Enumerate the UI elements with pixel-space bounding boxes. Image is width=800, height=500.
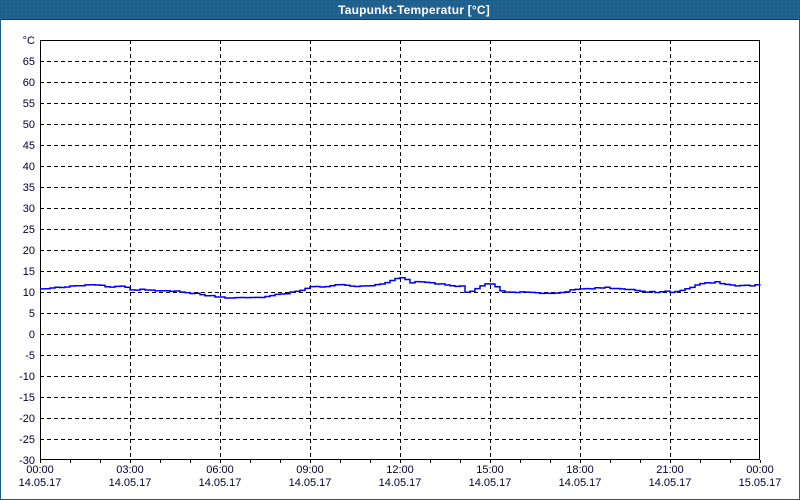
svg-text:12:00: 12:00 — [386, 464, 414, 476]
svg-text:06:00: 06:00 — [206, 464, 234, 476]
svg-text:14.05.17: 14.05.17 — [19, 477, 62, 489]
svg-text:18:00: 18:00 — [566, 464, 594, 476]
svg-text:60: 60 — [23, 77, 35, 89]
svg-text:55: 55 — [23, 98, 35, 110]
svg-text:15: 15 — [23, 266, 35, 278]
svg-text:14.05.17: 14.05.17 — [379, 477, 422, 489]
svg-text:14.05.17: 14.05.17 — [559, 477, 602, 489]
svg-text:03:00: 03:00 — [116, 464, 144, 476]
svg-text:14.05.17: 14.05.17 — [469, 477, 512, 489]
svg-text:14.05.17: 14.05.17 — [649, 477, 692, 489]
svg-text:-20: -20 — [19, 413, 35, 425]
svg-text:50: 50 — [23, 119, 35, 131]
svg-text:45: 45 — [23, 140, 35, 152]
svg-text:65: 65 — [23, 56, 35, 68]
svg-text:40: 40 — [23, 161, 35, 173]
svg-text:20: 20 — [23, 245, 35, 257]
svg-text:5: 5 — [29, 308, 35, 320]
svg-text:°C: °C — [23, 35, 35, 47]
svg-text:-10: -10 — [19, 371, 35, 383]
svg-text:-25: -25 — [19, 434, 35, 446]
svg-text:-15: -15 — [19, 392, 35, 404]
svg-text:21:00: 21:00 — [656, 464, 684, 476]
svg-text:00:00: 00:00 — [746, 464, 774, 476]
svg-text:30: 30 — [23, 203, 35, 215]
svg-text:14.05.17: 14.05.17 — [289, 477, 332, 489]
svg-text:15.05.17: 15.05.17 — [739, 477, 782, 489]
svg-text:00:00: 00:00 — [26, 464, 54, 476]
svg-text:0: 0 — [29, 329, 35, 341]
svg-text:10: 10 — [23, 287, 35, 299]
svg-text:09:00: 09:00 — [296, 464, 324, 476]
svg-text:14.05.17: 14.05.17 — [199, 477, 242, 489]
svg-text:15:00: 15:00 — [476, 464, 504, 476]
svg-text:-5: -5 — [25, 350, 35, 362]
svg-text:25: 25 — [23, 224, 35, 236]
svg-text:14.05.17: 14.05.17 — [109, 477, 152, 489]
svg-text:35: 35 — [23, 182, 35, 194]
